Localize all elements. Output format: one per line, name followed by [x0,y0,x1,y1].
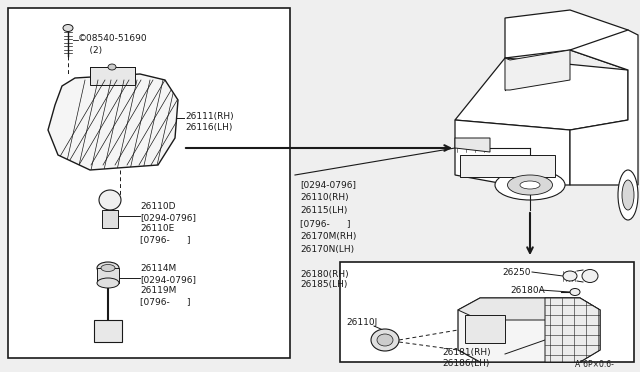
Text: [0294-0796]: [0294-0796] [300,180,356,189]
Text: 26110(RH): 26110(RH) [300,193,349,202]
Text: 26114M: 26114M [140,264,176,273]
Bar [8,8,290,358]
Ellipse shape [371,329,399,351]
Ellipse shape [582,269,598,282]
Ellipse shape [618,170,638,220]
Ellipse shape [101,264,115,272]
Ellipse shape [622,180,634,210]
Ellipse shape [97,262,119,274]
Text: 26181(RH): 26181(RH) [442,348,491,357]
Polygon shape [505,50,570,90]
Polygon shape [455,138,490,152]
Bar [340,262,634,362]
Text: 26110D: 26110D [140,202,175,211]
Text: (2): (2) [78,46,102,55]
Polygon shape [48,74,178,170]
Polygon shape [545,298,600,362]
Text: [0796-      ]: [0796- ] [140,297,191,306]
Bar [460,155,555,177]
Polygon shape [505,10,628,70]
Ellipse shape [508,175,552,195]
Text: 26116(LH): 26116(LH) [185,123,232,132]
Text: 26180A: 26180A [510,286,545,295]
Ellipse shape [108,64,116,70]
Bar [90,67,135,85]
Text: [0796-      ]: [0796- ] [300,219,351,228]
Ellipse shape [563,271,577,281]
Bar [102,210,118,228]
Text: [0796-      ]: [0796- ] [140,235,191,244]
Ellipse shape [99,190,121,210]
Text: 26110J: 26110J [346,318,377,327]
Polygon shape [455,58,628,130]
Polygon shape [455,120,570,185]
Text: 26180(RH)
26185(LH): 26180(RH) 26185(LH) [300,270,349,289]
Bar [94,320,122,342]
Polygon shape [570,30,638,185]
Text: [0294-0796]: [0294-0796] [140,275,196,284]
Polygon shape [458,298,600,320]
Text: 26110E: 26110E [140,224,174,233]
Bar [97,268,119,283]
Text: [0294-0796]: [0294-0796] [140,213,196,222]
Text: 26186(LH): 26186(LH) [442,359,490,368]
Ellipse shape [377,334,393,346]
Ellipse shape [520,181,540,189]
Ellipse shape [495,170,565,200]
Ellipse shape [63,25,73,32]
Text: 26250: 26250 [502,268,531,277]
Text: A°6P×0.6-: A°6P×0.6- [575,360,615,369]
Text: 26111(RH): 26111(RH) [185,112,234,121]
Text: 26170N(LH): 26170N(LH) [300,245,354,254]
Text: 26115(LH): 26115(LH) [300,206,348,215]
Text: ©08540-51690: ©08540-51690 [78,34,148,43]
Text: 26119M: 26119M [140,286,177,295]
Ellipse shape [97,278,119,288]
Ellipse shape [570,289,580,295]
Text: 26170M(RH): 26170M(RH) [300,232,356,241]
Polygon shape [458,298,600,362]
Bar [465,315,505,343]
